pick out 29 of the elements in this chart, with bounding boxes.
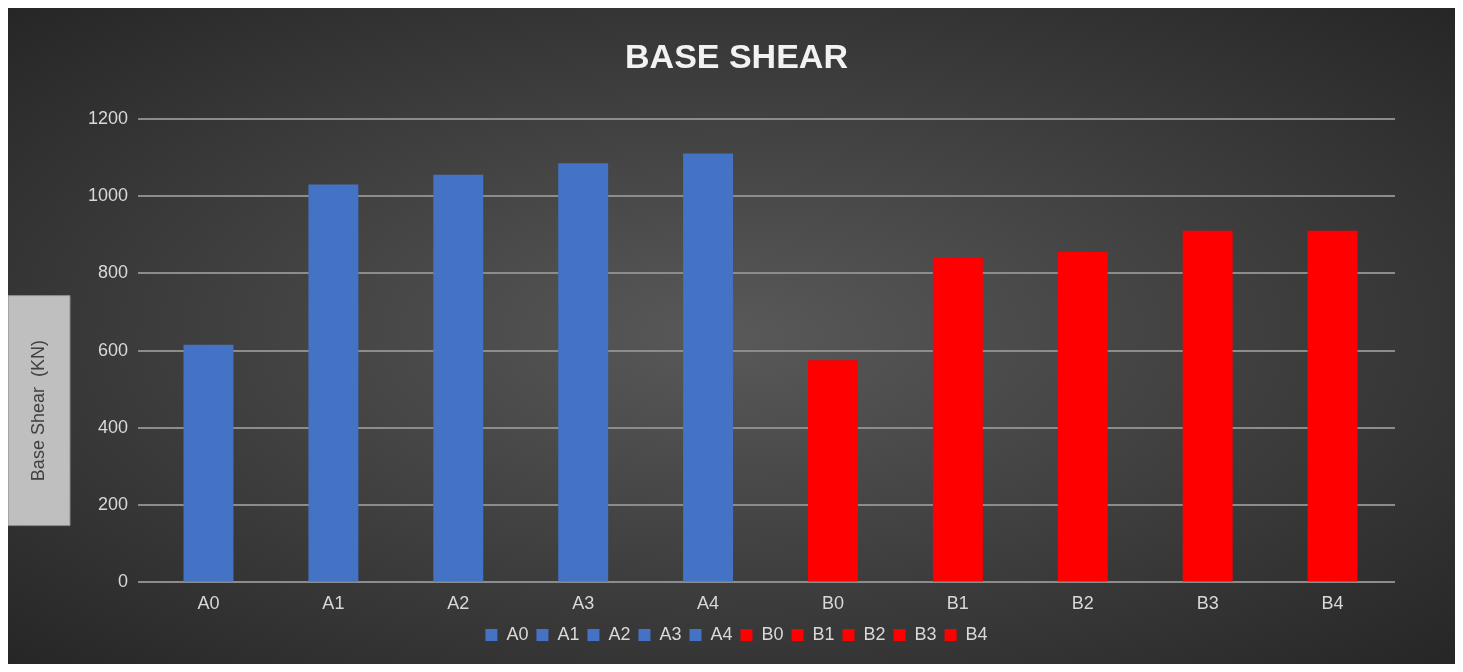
- y-tick-label: 0: [118, 571, 129, 592]
- x-tick-label: B3: [1196, 593, 1219, 614]
- legend-label: A1: [557, 623, 580, 644]
- y-tick-label: 1200: [88, 107, 129, 128]
- y-tick-label: 1000: [88, 185, 129, 206]
- x-tick-label: A4: [697, 593, 720, 614]
- x-tick-label: B0: [821, 593, 844, 614]
- x-tick-label: A3: [572, 593, 595, 614]
- legend-label: B4: [965, 623, 988, 644]
- y-tick-label: 200: [98, 494, 129, 515]
- y-tick-label: 400: [98, 416, 129, 437]
- x-tick-label: B1: [946, 593, 969, 614]
- legend-label: A0: [506, 623, 529, 644]
- legend-label: B1: [812, 623, 835, 644]
- x-tick-label: A2: [447, 593, 470, 614]
- x-tick-label: A1: [322, 593, 345, 614]
- y-tick-label: 600: [98, 339, 129, 360]
- x-tick-label: A0: [197, 593, 220, 614]
- legend-label: A4: [710, 623, 733, 644]
- legend-label: B2: [863, 623, 886, 644]
- y-tick-label: 800: [98, 262, 129, 283]
- x-tick-label: B2: [1071, 593, 1094, 614]
- legend-label: B0: [761, 623, 784, 644]
- x-tick-label: B4: [1321, 593, 1344, 614]
- legend-label: B3: [914, 623, 937, 644]
- legend-label: A3: [659, 623, 682, 644]
- chart-title: BASE SHEAR: [625, 36, 848, 75]
- y-axis-title: Base Shear (KN): [27, 340, 48, 482]
- legend-label: A2: [608, 623, 631, 644]
